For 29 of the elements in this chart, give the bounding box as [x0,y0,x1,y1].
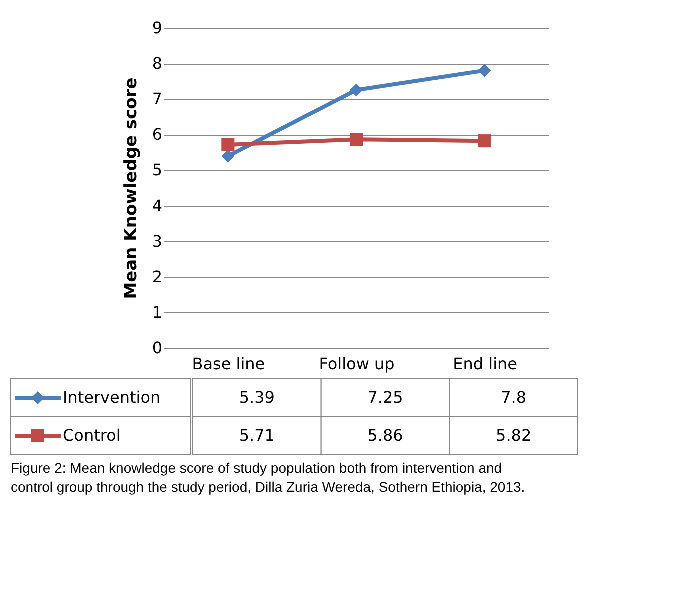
point [478,64,492,78]
point [350,84,364,97]
y-axis-title: Mean Knowledge score [121,78,142,300]
x-tick-label: Base line [192,354,266,374]
y-tick-label: 4 [152,196,162,216]
y-tick-label: 6 [152,125,162,144]
x-tick-label: Follow up [319,354,395,374]
y-tick-label: 8 [152,54,162,74]
y-tick-label: 7 [152,90,162,109]
data-label: 5.39 [239,388,275,407]
x-tick-label: End line [453,354,518,374]
point [222,150,235,163]
data-label: 7.8 [501,388,527,407]
y-tick-label: 0 [152,338,162,358]
legend-label: Intervention [63,388,161,407]
data-label: 7.25 [368,388,404,407]
point [222,138,235,152]
data-label: 5.82 [496,426,532,445]
y-tick-label: 3 [152,232,162,251]
point [478,134,492,148]
y-tick-label: 9 [152,18,162,38]
point [350,133,364,146]
y-tick-label: 5 [152,160,162,180]
data-label: 5.86 [368,426,404,445]
legend-label: Control [63,426,121,445]
y-tick-label: 2 [152,267,162,286]
caption: Figure 2: Mean knowledge score of study population both from intervention and control group through the study period, Dilla Zuria Wereda, Sothern Ethiopia, 2013. [11,460,526,495]
y-tick-label: 1 [152,302,162,322]
data-label: 5.71 [239,426,275,445]
